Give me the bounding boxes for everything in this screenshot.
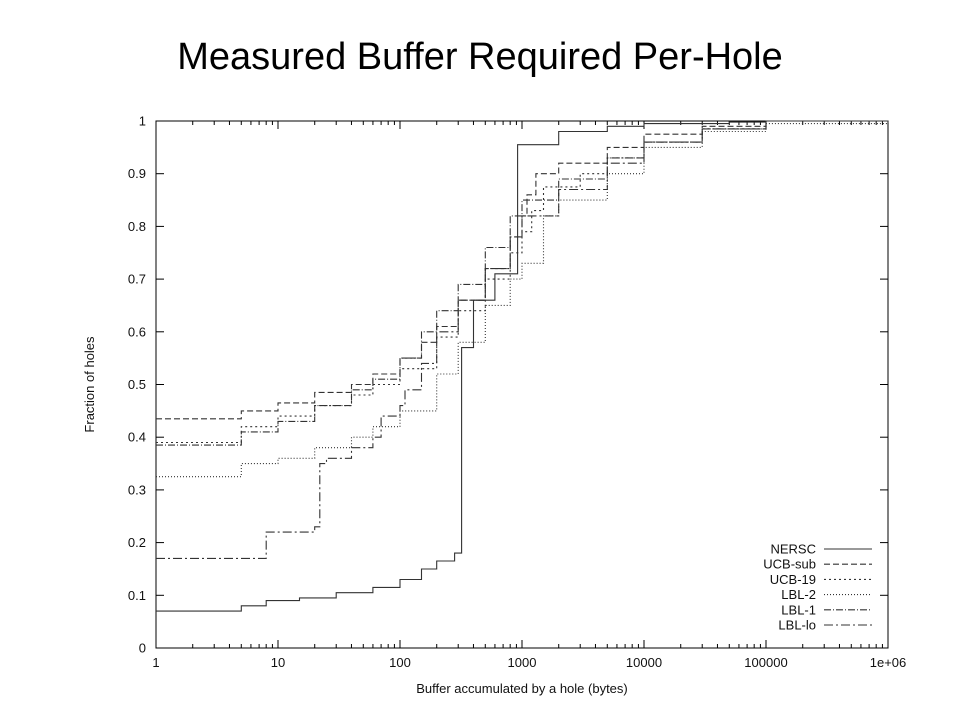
y-tick-label: 0 [139,641,146,656]
series-line-lbl-1 [156,120,888,446]
x-tick-label: 1000 [508,655,537,670]
legend-label-lbl-lo: LBL-lo [778,618,816,633]
series-line-ucb-sub [156,120,888,420]
y-tick-label: 0.2 [128,535,146,550]
y-axis-ticks: 0 0.1 0.2 0.3 0.4 0.5 0.6 0.7 0.8 0.9 1 [128,114,888,656]
series-line-ucb-19 [156,120,888,444]
series-line-nersc [156,120,888,612]
x-axis-label: Buffer accumulated by a hole (bytes) [416,681,628,696]
x-tick-label: 10 [271,655,285,670]
legend-label-ucb-19: UCB-19 [770,572,816,587]
y-tick-label: 0.6 [128,324,146,339]
y-tick-label: 1 [139,114,146,129]
y-tick-label: 0.4 [128,430,146,445]
legend-label-ucb-sub: UCB-sub [763,557,816,572]
legend-label-lbl-1: LBL-1 [781,602,816,617]
series-line-lbl-lo [156,120,888,559]
x-tick-label: 1e+06 [870,655,907,670]
y-tick-label: 0.3 [128,482,146,497]
y-tick-label: 0.5 [128,377,146,392]
x-tick-label: 100 [389,655,411,670]
slide-title: Measured Buffer Required Per-Hole [177,36,783,78]
y-tick-label: 0.7 [128,272,146,287]
x-axis-ticks: 1 10 100 1000 10000 100000 1e+06 [152,121,906,670]
series-lines [156,120,889,612]
x-tick-label: 1 [152,655,159,670]
legend-label-lbl-2: LBL-2 [781,587,816,602]
series-line-lbl-2 [156,121,889,478]
legend-label-nersc: NERSC [770,542,816,557]
y-tick-label: 0.1 [128,588,146,603]
y-tick-label: 0.8 [128,219,146,234]
y-tick-label: 0.9 [128,166,146,181]
y-axis-label: Fraction of holes [82,336,97,433]
x-tick-label: 10000 [626,655,662,670]
x-tick-label: 100000 [744,655,787,670]
